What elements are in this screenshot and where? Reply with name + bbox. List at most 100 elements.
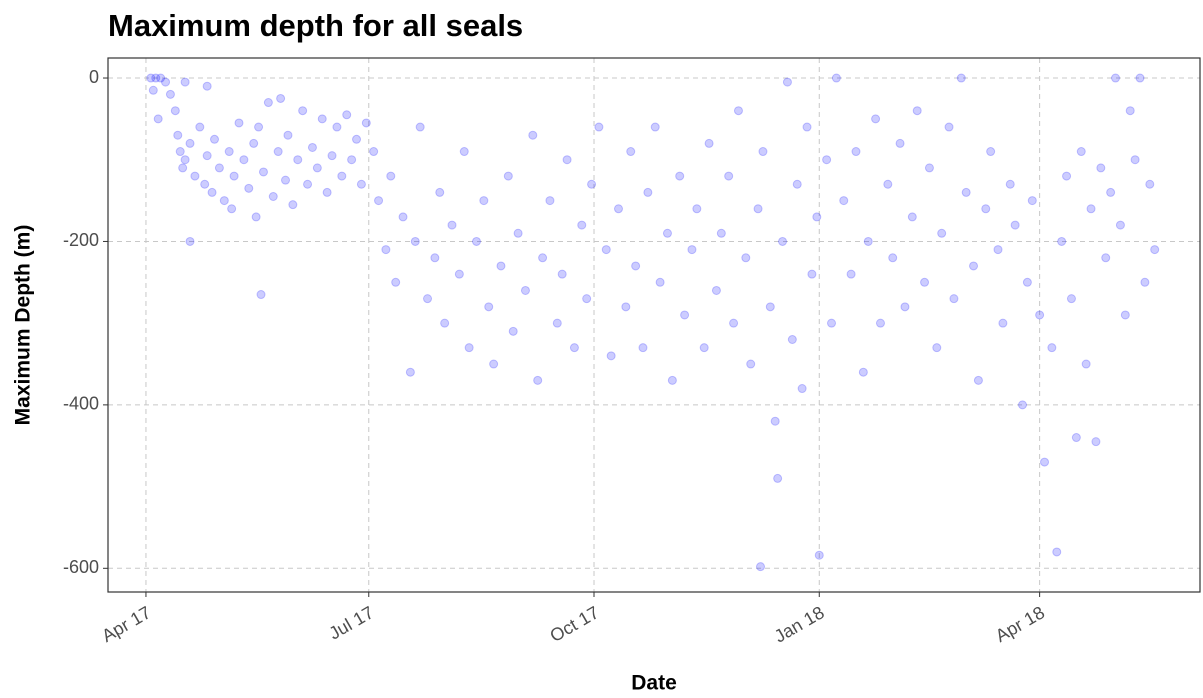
point — [1145, 179, 1155, 189]
point — [503, 171, 513, 181]
grid — [108, 58, 1200, 592]
point — [1081, 359, 1091, 369]
point — [986, 147, 996, 157]
point — [459, 147, 469, 157]
point — [839, 196, 849, 206]
point — [746, 359, 756, 369]
point — [1150, 245, 1160, 255]
point — [562, 155, 572, 165]
point — [180, 77, 190, 87]
point — [613, 204, 623, 214]
y-tick-label: -200 — [63, 230, 99, 250]
point — [1035, 310, 1045, 320]
point — [263, 98, 273, 108]
point — [1047, 343, 1057, 353]
point — [415, 122, 425, 132]
point — [949, 294, 959, 304]
point — [969, 261, 979, 271]
point — [258, 167, 268, 177]
point — [332, 122, 342, 132]
point — [851, 147, 861, 157]
point — [650, 122, 660, 132]
point — [961, 187, 971, 197]
point — [369, 147, 379, 157]
point — [1096, 163, 1106, 173]
point — [1040, 457, 1050, 467]
point — [405, 367, 415, 377]
x-tick-label: Apr 17 — [98, 602, 154, 646]
point — [552, 318, 562, 328]
point — [273, 147, 283, 157]
point — [200, 179, 210, 189]
point — [814, 550, 824, 560]
point — [1091, 437, 1101, 447]
point — [1052, 547, 1062, 557]
point — [973, 375, 983, 385]
point — [741, 253, 751, 263]
point — [1027, 196, 1037, 206]
point — [944, 122, 954, 132]
point — [711, 285, 721, 295]
point — [1005, 179, 1015, 189]
point — [410, 236, 420, 246]
y-tick-label: 0 — [89, 67, 99, 87]
point — [288, 200, 298, 210]
point — [594, 122, 604, 132]
point — [827, 318, 837, 328]
point — [520, 285, 530, 295]
y-tick-label: -400 — [63, 394, 99, 414]
x-tick-label: Jul 17 — [326, 602, 378, 643]
point — [932, 343, 942, 353]
point — [912, 106, 922, 116]
point — [807, 269, 817, 279]
point — [729, 318, 739, 328]
point — [386, 171, 396, 181]
point — [454, 269, 464, 279]
point — [782, 77, 792, 87]
point — [802, 122, 812, 132]
point — [293, 155, 303, 165]
point — [210, 134, 220, 144]
point — [227, 204, 237, 214]
point — [981, 204, 991, 214]
point — [276, 93, 286, 103]
panel-border — [107, 57, 1201, 593]
point — [153, 114, 163, 124]
point — [846, 269, 856, 279]
point — [569, 343, 579, 353]
point — [655, 277, 665, 287]
x-tick-label: Apr 18 — [992, 602, 1048, 646]
point — [207, 187, 217, 197]
point — [1066, 294, 1076, 304]
point — [773, 473, 783, 483]
point — [724, 171, 734, 181]
point — [858, 367, 868, 377]
point — [1115, 220, 1125, 230]
point — [283, 130, 293, 140]
point — [792, 179, 802, 189]
point — [545, 196, 555, 206]
point — [1106, 187, 1116, 197]
point — [361, 118, 371, 128]
point — [146, 73, 156, 83]
point — [778, 236, 788, 246]
point — [471, 236, 481, 246]
point — [765, 302, 775, 312]
point — [621, 302, 631, 312]
point — [993, 245, 1003, 255]
point — [812, 212, 822, 222]
point — [822, 155, 832, 165]
point — [249, 138, 259, 148]
point — [303, 179, 313, 189]
point — [234, 118, 244, 128]
point — [430, 253, 440, 263]
point — [577, 220, 587, 230]
point — [322, 187, 332, 197]
point — [1062, 171, 1072, 181]
point — [900, 302, 910, 312]
point — [1017, 400, 1027, 410]
point — [1086, 204, 1096, 214]
point — [538, 253, 548, 263]
point — [391, 277, 401, 287]
point — [1130, 155, 1140, 165]
